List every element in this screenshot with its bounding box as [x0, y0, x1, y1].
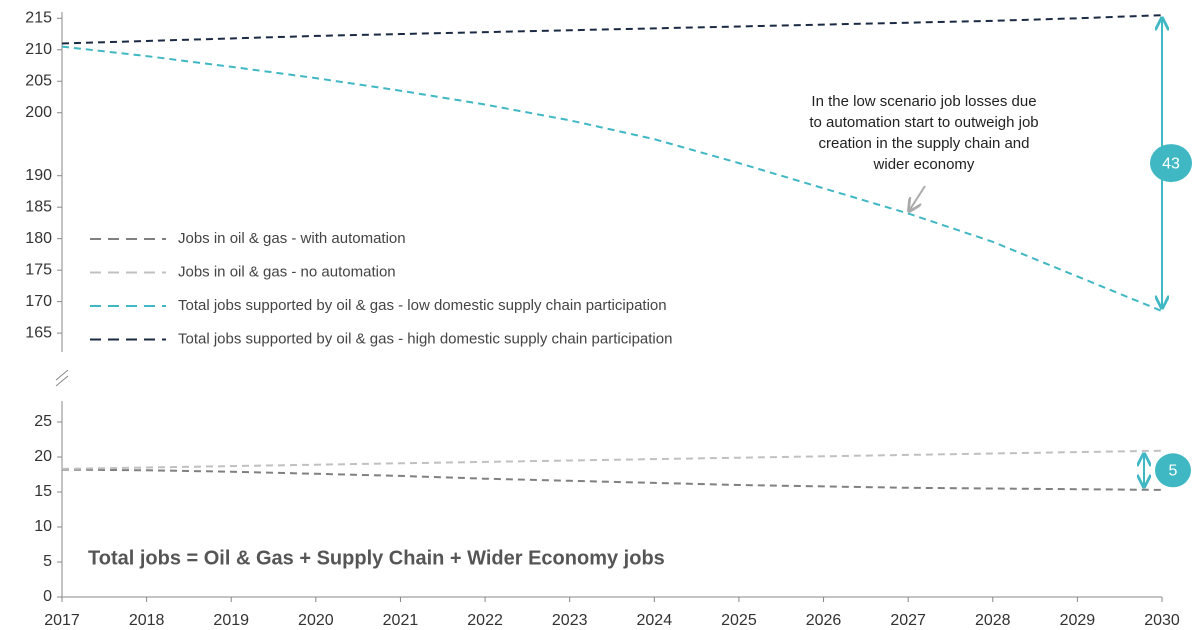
- series-line: [61, 468, 1163, 491]
- y-tick-label: 215: [25, 10, 52, 27]
- gap-label: 5: [1169, 463, 1178, 480]
- x-tick-label: 2027: [890, 612, 926, 629]
- y-tick-label: 175: [25, 261, 52, 278]
- x-tick-label: 2018: [129, 612, 165, 629]
- note: Total jobs = Oil & Gas + Supply Chain + …: [88, 547, 665, 569]
- x-tick-label: 2029: [1060, 612, 1096, 629]
- x-tick-label: 2030: [1144, 612, 1180, 629]
- x-tick-label: 2019: [213, 612, 249, 629]
- y-tick-label: 165: [25, 324, 52, 341]
- legend-label: Total jobs supported by oil & gas - low …: [178, 297, 667, 314]
- annotation-arrow: [909, 185, 926, 211]
- series-line: [61, 449, 1163, 470]
- series-line: [61, 14, 1163, 45]
- y-tick-label: 185: [25, 198, 52, 215]
- annotation: creation in the supply chain and: [819, 135, 1030, 152]
- y-tick-label: 20: [34, 448, 52, 465]
- x-tick-label: 2024: [637, 612, 673, 629]
- y-tick-label: 5: [43, 553, 52, 570]
- y-tick-label: 210: [25, 41, 52, 58]
- y-tick-label: 180: [25, 230, 52, 247]
- x-tick-label: 2020: [298, 612, 334, 629]
- axis-break: [55, 369, 69, 381]
- gap-label: 43: [1162, 155, 1180, 172]
- y-tick-label: 25: [34, 413, 52, 430]
- y-tick-label: 190: [25, 167, 52, 184]
- x-tick-label: 2022: [467, 612, 503, 629]
- x-tick-label: 2021: [383, 612, 419, 629]
- annotation: wider economy: [873, 156, 975, 173]
- legend-label: Total jobs supported by oil & gas - high…: [178, 330, 672, 347]
- annotation: to automation start to outweigh job: [809, 114, 1038, 131]
- gap-badge: [1155, 453, 1191, 488]
- x-tick-label: 2025: [721, 612, 757, 629]
- gap-badge: [1150, 144, 1192, 183]
- y-tick-label: 10: [34, 518, 52, 535]
- annotation: In the low scenario job losses due: [811, 93, 1036, 110]
- x-tick-label: 2028: [975, 612, 1011, 629]
- axis-break: [55, 375, 69, 387]
- x-tick-label: 2023: [552, 612, 588, 629]
- legend-label: Jobs in oil & gas - with automation: [178, 230, 406, 247]
- x-tick-label: 2017: [44, 612, 80, 629]
- legend-label: Jobs in oil & gas - no automation: [178, 263, 396, 280]
- series-line: [61, 45, 1163, 312]
- y-tick-label: 0: [43, 588, 52, 605]
- y-tick-label: 205: [25, 72, 52, 89]
- y-tick-label: 170: [25, 293, 52, 310]
- x-tick-label: 2026: [806, 612, 842, 629]
- y-tick-label: 15: [34, 483, 52, 500]
- y-tick-label: 200: [25, 104, 52, 121]
